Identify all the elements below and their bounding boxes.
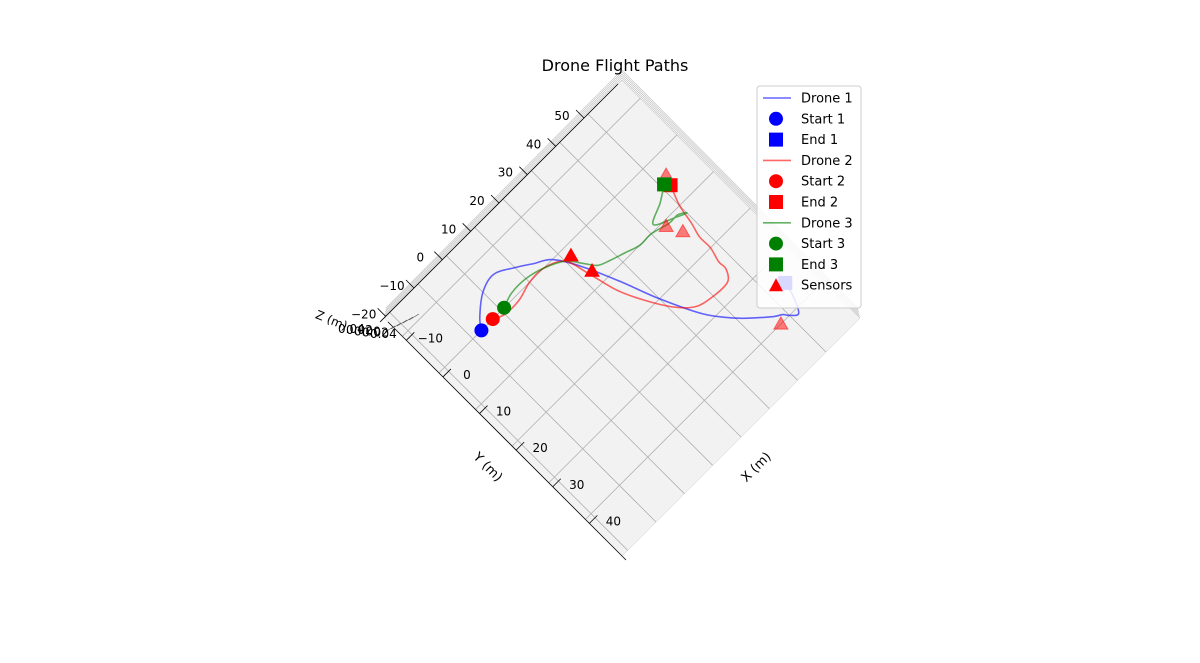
start-marker-2 [485,312,500,327]
z-tick [390,322,402,330]
y-tick-label: 30 [498,166,513,180]
y-gridline [417,283,657,523]
y-tick [462,223,471,232]
y-tick-label: 10 [441,222,456,236]
sensor-marker [658,218,675,232]
x-tick [479,405,488,414]
y-gridline [389,312,628,551]
legend-circle-swatch [769,174,783,189]
x-axis-line [387,321,627,561]
y-tick [377,308,386,317]
x-axis-label: X (m) [739,450,775,486]
y-axis-label: Y (m) [469,449,505,485]
y-tick [434,251,443,260]
z-tick-label: 0.02 [362,326,389,340]
markers-layer [474,167,793,338]
legend-label: Drone 2 [801,154,853,169]
legend-label: Drone 3 [801,216,853,231]
x-tick [552,478,562,488]
x-tick-label: 40 [606,514,621,528]
z-tick-label: 0.04 [338,322,365,336]
x-tick-label: 0 [463,368,471,382]
y-tick [405,279,415,289]
z-tick [402,316,414,324]
z-tick-label: 0.00 [354,324,381,338]
y-gridline [559,142,798,381]
x-tick [442,368,452,378]
y-tick-label: 40 [526,137,541,151]
start-marker-1 [474,323,489,338]
x-tick [515,441,525,451]
start-marker-3 [497,300,512,315]
legend-label: End 3 [801,258,838,273]
z-tick-label: 0.02 [346,323,373,337]
ticks: −10010203040−20−10010203040500.040.020.0… [338,109,621,528]
series-line-3 [503,184,688,309]
legend: Drone 1 Start 1 End 1 Drone 2 Start 2 End 2 Dr… [756,85,862,309]
legend-triangle-swatch [769,278,783,292]
series-layer [478,184,800,331]
y-gridline [531,170,770,409]
y-tick [547,138,556,147]
sensor-marker [563,247,579,262]
end-marker-3 [657,177,672,192]
sensor-marker [773,315,789,330]
y-tick-label: 0 [417,251,425,265]
legend-square-swatch [769,257,783,272]
legend-label: Start 1 [801,112,845,127]
legend-square-swatch [769,195,783,209]
legend-label: Sensors [801,279,853,294]
y-tick [575,109,585,119]
x-tick-label: 30 [569,478,584,492]
x-tick-label: 20 [533,441,548,455]
z-axis-label: Z (m) [314,308,350,333]
x-tick-label: −10 [418,331,443,345]
legend-square-swatch [769,132,783,147]
x-tick [406,332,415,341]
y-tick-label: 50 [554,109,569,123]
sensor-marker [674,223,691,238]
chart-title: Drone Flight Paths [542,56,689,75]
z-tick [396,319,408,327]
y-tick-label: −10 [379,279,404,293]
legend-label: Start 2 [801,175,845,190]
z-tick [384,325,396,333]
y-gridline [587,113,827,353]
legend-label: Drone 1 [801,92,853,107]
x-tick [589,515,598,524]
y-tick [490,194,500,204]
z-tick [408,313,420,321]
x-tick-label: 10 [496,405,511,419]
y-tick-label: 20 [469,194,484,208]
y-tick [519,166,528,175]
y-tick-label: −20 [351,307,376,321]
legend-label: End 2 [801,196,838,211]
y-gridline [446,255,685,494]
y-gridline [502,198,742,438]
legend-circle-swatch [769,236,783,251]
sensor-marker [584,263,600,277]
legend-label: End 1 [801,133,838,148]
z-tick-label: 0.04 [370,327,397,341]
series-line-1 [478,258,800,331]
legend-label: Start 3 [801,237,845,252]
series-line-2 [492,184,730,320]
legend-circle-swatch [769,111,783,126]
